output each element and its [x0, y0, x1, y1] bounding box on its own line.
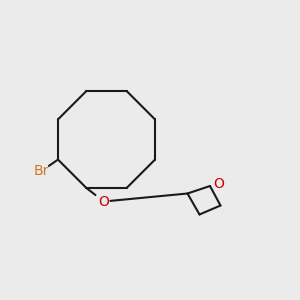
Text: O: O	[98, 194, 109, 208]
Text: Br: Br	[34, 164, 49, 178]
Text: O: O	[214, 178, 224, 191]
